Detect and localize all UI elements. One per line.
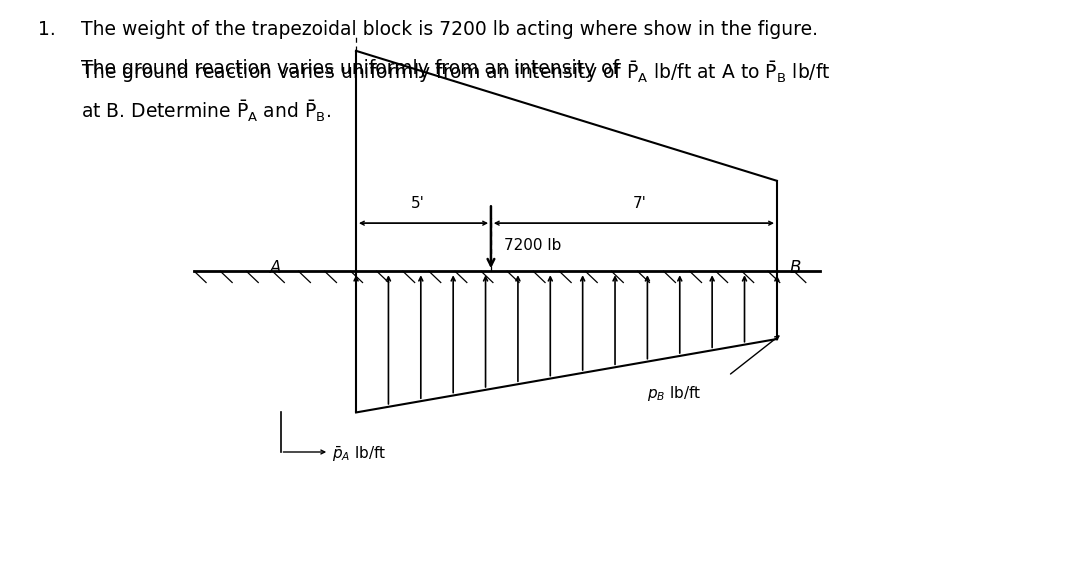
Text: The ground reaction varies uniformly from an intensity of $\mathsf{\bar{P}_A}$ l: The ground reaction varies uniformly fro… (81, 59, 831, 85)
Text: 1.: 1. (38, 20, 55, 39)
Text: 7': 7' (632, 195, 646, 211)
Text: 7200 lb: 7200 lb (504, 238, 561, 253)
Text: 5': 5' (411, 195, 425, 211)
Text: $p_B$ lb/ft: $p_B$ lb/ft (647, 384, 701, 403)
Text: The weight of the trapezoidal block is 7200 lb acting where show in the figure.: The weight of the trapezoidal block is 7… (81, 20, 818, 39)
Text: The ground reaction varies uniformly from an intensity of: The ground reaction varies uniformly fro… (81, 59, 625, 79)
Text: $\bar{p}_A$ lb/ft: $\bar{p}_A$ lb/ft (332, 445, 387, 464)
Text: B: B (790, 259, 801, 277)
Text: at B. Determine $\mathsf{\bar{P}_A}$ and $\mathsf{\bar{P}_B}$.: at B. Determine $\mathsf{\bar{P}_A}$ and… (81, 99, 331, 124)
Text: A: A (270, 259, 281, 277)
